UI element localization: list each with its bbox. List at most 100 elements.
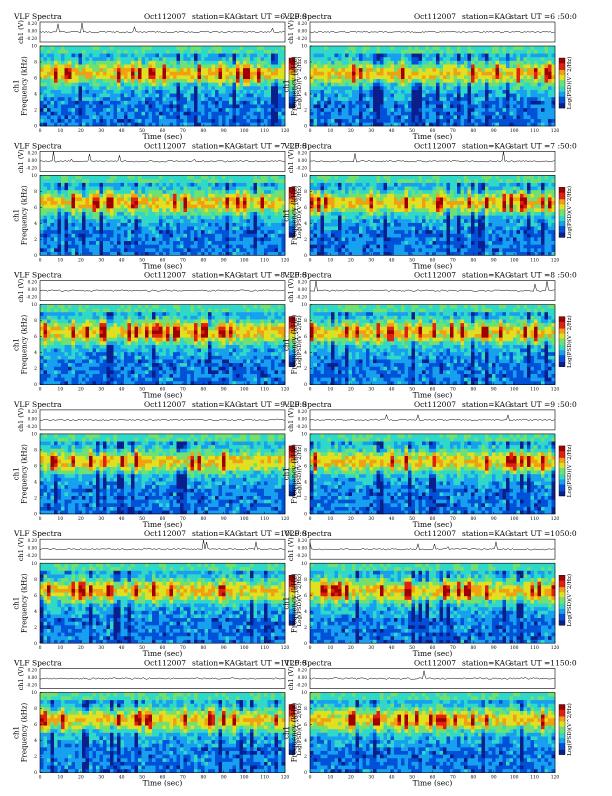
- panel-date: Oct112007: [144, 529, 186, 538]
- x-tick-label: 10: [328, 516, 334, 522]
- waveform-axis-label: ch1 (V): [287, 666, 295, 690]
- y-tick-label: 6: [34, 205, 37, 211]
- y-tick-label: 8: [304, 318, 307, 324]
- x-tick-label: 10: [58, 775, 64, 781]
- x-tick-label: 110: [260, 257, 269, 263]
- panel-start-time: start UT =1150:0: [510, 659, 577, 668]
- waveform-tick-label: 0.00: [28, 158, 38, 163]
- waveform-axis-label: ch1 (V): [287, 408, 295, 432]
- panel-date: Oct112007: [414, 271, 456, 280]
- x-tick-label: 90: [491, 645, 497, 651]
- x-tick-label: 20: [78, 645, 84, 651]
- waveform-tick-label: -0.20: [296, 165, 307, 170]
- y-tick-label: 4: [304, 738, 307, 744]
- y-tick-label: 6: [304, 334, 307, 340]
- y-tick-label: 8: [304, 189, 307, 195]
- x-tick-label: 40: [119, 775, 125, 781]
- x-tick-label: 120: [551, 128, 560, 134]
- panel-title: VLF Spectra: [283, 400, 332, 409]
- waveform-tick-label: 0.00: [28, 29, 38, 34]
- panel-title: VLF Spectra: [13, 659, 62, 668]
- y-tick-label: 8: [304, 706, 307, 712]
- x-tick-label: 10: [328, 775, 334, 781]
- panel-date: Oct112007: [414, 12, 456, 21]
- x-tick-label: 20: [78, 257, 84, 263]
- x-tick-label: 90: [491, 257, 497, 263]
- panel-title: VLF Spectra: [283, 141, 332, 150]
- waveform-frame: [40, 22, 285, 42]
- x-tick-label: 80: [200, 775, 206, 781]
- x-tick-label: 100: [240, 128, 249, 134]
- y-tick-label: 0: [34, 382, 37, 388]
- y-tick-label: 2: [304, 366, 307, 372]
- x-tick-label: 90: [221, 257, 227, 263]
- x-tick-label: 30: [368, 257, 374, 263]
- colorbar: [559, 317, 565, 367]
- waveform-frame: [310, 22, 555, 42]
- panel-station: station=KAG: [462, 659, 511, 668]
- y-tick-label: 4: [304, 350, 307, 356]
- x-tick-label: 90: [221, 775, 227, 781]
- waveform-tick-label: 0.00: [298, 287, 308, 292]
- waveform-axis-label: ch1 (V): [17, 408, 25, 432]
- x-tick-label: 100: [240, 516, 249, 522]
- x-tick-label: 40: [119, 387, 125, 393]
- waveform-tick-label: 0.00: [28, 675, 38, 680]
- y-tick-label: 10: [31, 561, 37, 567]
- y-tick-label: 2: [34, 754, 37, 760]
- x-tick-label: 80: [200, 645, 206, 651]
- x-tick-label: 90: [491, 387, 497, 393]
- x-tick-label: 100: [510, 128, 519, 134]
- panel-station: station=KAG: [462, 12, 511, 21]
- x-tick-label: 110: [260, 128, 269, 134]
- waveform-tick-label: 0.00: [28, 287, 38, 292]
- waveform-tick-label: 0.00: [298, 29, 308, 34]
- x-axis-label: Time (sec): [143, 261, 183, 270]
- y-tick-label: 2: [304, 625, 307, 631]
- x-axis-label: Time (sec): [413, 520, 453, 529]
- y-tick-label: 6: [304, 722, 307, 728]
- x-tick-label: 0: [39, 128, 42, 134]
- panel-title: VLF Spectra: [283, 12, 332, 21]
- y-axis-label: ch1Frequency (kHz): [13, 185, 29, 245]
- y-tick-label: 10: [31, 690, 37, 696]
- panel-title: VLF Spectra: [13, 400, 62, 409]
- panel-station: station=KAG: [192, 400, 241, 409]
- y-tick-label: 10: [301, 302, 307, 308]
- x-tick-label: 110: [530, 387, 539, 393]
- x-tick-label: 40: [389, 775, 395, 781]
- x-tick-label: 0: [39, 387, 42, 393]
- x-tick-label: 100: [510, 516, 519, 522]
- x-tick-label: 20: [348, 387, 354, 393]
- y-tick-label: 6: [304, 593, 307, 599]
- colorbar: [559, 187, 565, 237]
- x-axis-label: Time (sec): [143, 649, 183, 658]
- x-tick-label: 110: [530, 775, 539, 781]
- spectrogram-cells: [40, 46, 285, 126]
- y-tick-label: 6: [34, 76, 37, 82]
- x-tick-label: 80: [470, 257, 476, 263]
- x-tick-label: 100: [510, 387, 519, 393]
- y-tick-label: 2: [304, 108, 307, 114]
- x-axis-label: Time (sec): [143, 132, 183, 141]
- y-tick-label: 0: [304, 253, 307, 259]
- y-tick-label: 10: [301, 690, 307, 696]
- y-axis-label: ch1Frequency (kHz): [13, 573, 29, 633]
- waveform-tick-label: -0.20: [26, 165, 37, 170]
- x-tick-label: 10: [58, 128, 64, 134]
- panel-title: VLF Spectra: [13, 12, 62, 21]
- x-tick-label: 30: [98, 645, 104, 651]
- waveform-tick-label: -0.20: [296, 553, 307, 558]
- panel-date: Oct112007: [144, 271, 186, 280]
- x-axis-label: Time (sec): [143, 520, 183, 529]
- y-tick-label: 2: [34, 496, 37, 502]
- x-tick-label: 80: [470, 775, 476, 781]
- x-tick-label: 30: [98, 128, 104, 134]
- y-tick-label: 6: [34, 593, 37, 599]
